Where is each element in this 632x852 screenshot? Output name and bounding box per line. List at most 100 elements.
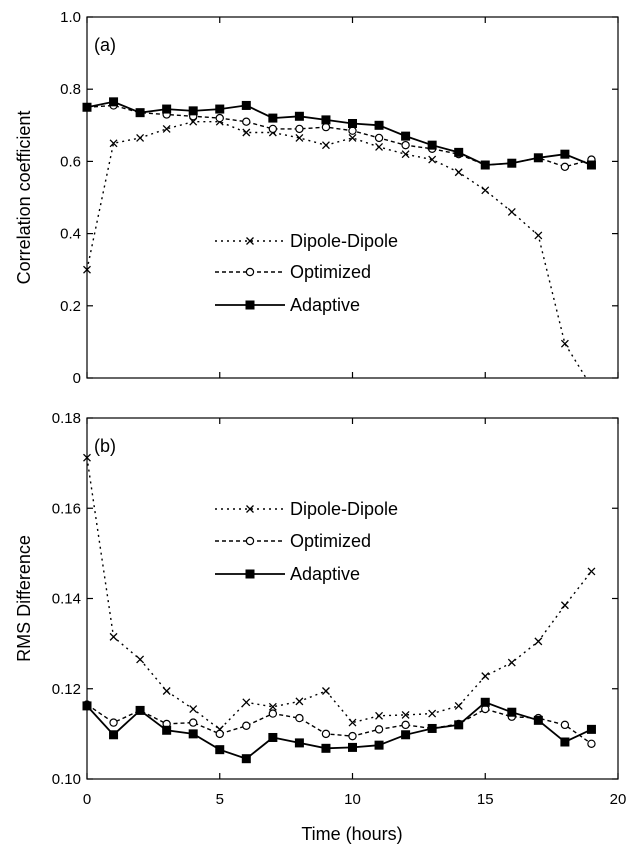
data-point: [560, 339, 569, 348]
legend-entry: Adaptive: [215, 564, 360, 584]
plot-frame: [86, 16, 619, 379]
y-tick-label: 1.0: [60, 9, 81, 26]
x-tick-label: 20: [610, 791, 627, 808]
y-axis-label: RMS Difference: [14, 535, 34, 662]
series-optimized: [82, 101, 596, 172]
data-point: [295, 133, 304, 142]
data-point: [135, 705, 145, 715]
data-point: [109, 718, 118, 727]
legend-label: Dipole-Dipole: [290, 231, 398, 251]
data-point: [136, 655, 145, 664]
x-tick-label: 0: [83, 791, 91, 808]
data-point: [374, 133, 384, 143]
data-point: [136, 133, 145, 142]
data-point: [401, 730, 411, 740]
data-point: [454, 701, 463, 710]
data-point: [321, 743, 331, 753]
data-point: [534, 637, 543, 646]
data-point: [242, 117, 251, 126]
legend-entry: Adaptive: [215, 295, 360, 315]
data-point: [533, 715, 543, 725]
data-point: [162, 687, 171, 695]
panel-label: (b): [94, 436, 116, 456]
legend-marker: [245, 300, 255, 310]
data-point: [215, 104, 225, 114]
y-tick-label: 0.16: [52, 500, 81, 517]
data-point: [480, 697, 490, 707]
x-tick-label: 10: [344, 791, 361, 808]
y-tick-label: 0.6: [60, 153, 81, 170]
data-point: [587, 567, 596, 576]
data-point: [348, 718, 357, 727]
data-point: [507, 707, 517, 717]
series-line: [86, 457, 593, 731]
data-point: [534, 231, 543, 240]
data-point: [188, 729, 198, 739]
data-point: [348, 126, 357, 135]
data-point: [135, 108, 145, 118]
data-point: [268, 702, 277, 711]
legend-label: Adaptive: [290, 564, 360, 584]
data-point: [348, 731, 357, 741]
legend-entry: Dipole-Dipole: [215, 499, 398, 519]
x-tick-label: 15: [477, 791, 494, 808]
data-point: [162, 725, 172, 735]
y-tick-label: 0.2: [60, 298, 81, 315]
data-point: [268, 709, 278, 718]
data-point: [533, 153, 543, 163]
data-point: [109, 632, 118, 641]
data-point: [242, 128, 251, 137]
data-point: [188, 106, 198, 116]
data-point: [454, 147, 464, 157]
y-axis-label: Correlation coefficient: [14, 111, 34, 285]
data-point: [215, 729, 224, 739]
data-point: [83, 265, 91, 274]
data-point: [321, 687, 330, 695]
legend-label: Adaptive: [290, 295, 360, 315]
data-point: [428, 709, 437, 718]
data-point: [375, 143, 384, 151]
data-point: [587, 739, 596, 749]
x-tick-label: 5: [216, 791, 224, 808]
data-point: [241, 754, 251, 764]
legend-entry: Dipole-Dipole: [215, 231, 398, 251]
data-point: [480, 160, 490, 170]
data-point: [189, 705, 198, 714]
series-adaptive: [82, 697, 596, 764]
data-point: [162, 124, 171, 133]
data-point: [268, 113, 278, 123]
data-point: [321, 115, 331, 125]
panel-b: 0 5 10 15 20 0.10 0.12 0.14 0.16 0.18 RMS Differen…: [14, 410, 626, 808]
data-point: [268, 124, 278, 134]
data-point: [375, 711, 384, 720]
y-tick-label: 0.10: [52, 771, 81, 788]
series-adaptive: [82, 97, 596, 170]
data-point: [560, 737, 570, 747]
data-point: [560, 162, 570, 172]
data-point: [586, 724, 596, 734]
data-point: [560, 720, 570, 730]
y-tick-label: 0.12: [52, 681, 81, 698]
data-point: [454, 168, 463, 177]
panel-label: (a): [94, 35, 116, 55]
legend-label: Optimized: [290, 262, 371, 282]
data-point: [109, 730, 119, 740]
data-point: [560, 601, 569, 610]
data-point: [242, 698, 251, 707]
data-point: [507, 658, 516, 667]
data-point: [401, 150, 410, 159]
data-point: [401, 710, 410, 719]
y-tick-label: 0: [73, 370, 81, 387]
legend-label: Dipole-Dipole: [290, 499, 398, 519]
y-tick-label: 0.18: [52, 410, 81, 427]
data-point: [82, 102, 92, 112]
data-point: [401, 140, 410, 150]
x-axis-label: Time (hours): [301, 824, 402, 844]
data-point: [82, 701, 92, 711]
data-point: [481, 186, 490, 195]
data-point: [162, 104, 172, 114]
data-point: [427, 140, 437, 150]
data-point: [401, 131, 411, 141]
legend-marker: [245, 569, 255, 579]
